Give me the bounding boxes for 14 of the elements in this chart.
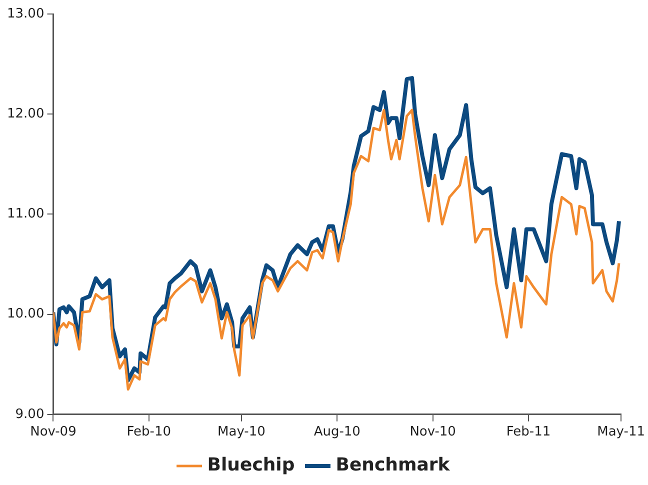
- x-tick-label: Nov-10: [410, 424, 456, 440]
- y-tick-label: 11.00: [7, 206, 44, 222]
- x-tick-label: Nov-09: [30, 424, 76, 440]
- x-tick-label: May-10: [218, 424, 266, 440]
- x-tick-label: Aug-10: [314, 424, 360, 440]
- legend-label: Bluechip: [207, 454, 295, 476]
- x-tick-label: Feb-11: [506, 424, 551, 440]
- y-tick-label: 10.00: [7, 306, 44, 322]
- y-tick-label: 12.00: [7, 106, 44, 122]
- legend-label: Benchmark: [336, 454, 451, 476]
- y-tick-label: 9.00: [15, 406, 44, 422]
- y-tick-label: 13.00: [7, 6, 44, 22]
- x-tick-label: May-11: [597, 424, 646, 440]
- x-tick-label: Feb-10: [126, 424, 172, 440]
